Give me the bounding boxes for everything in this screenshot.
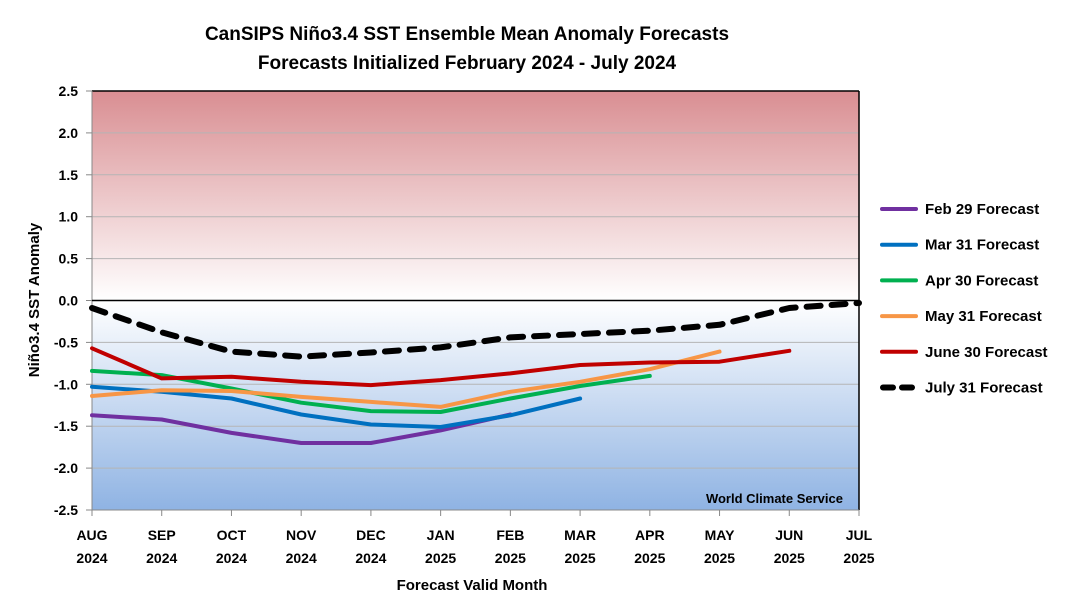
series-line-july-31-forecast	[89, 300, 862, 360]
x-tick-label-year: 2025	[425, 550, 456, 566]
x-axis-ticks: AUG 2024 SEP 2024 OCT 2024 NOV 2024 DEC 2024 JAN 20…	[76, 510, 875, 566]
legend-label: July 31 Forecast	[925, 380, 1043, 397]
x-tick-label-year: 2025	[704, 550, 735, 566]
x-tick-label-month: NOV	[286, 527, 317, 543]
x-tick-label-month: FEB	[496, 527, 524, 543]
y-tick-label: -0.5	[54, 334, 78, 350]
y-tick-label: 0.5	[59, 251, 79, 267]
x-tick-label-month: DEC	[356, 527, 386, 543]
legend-item: July 31 Forecast	[880, 380, 1043, 397]
x-tick-label-month: MAY	[705, 527, 735, 543]
series-line-mar-31-forecast	[90, 384, 583, 429]
y-tick-label: 2.5	[59, 83, 79, 99]
x-tick-label-year: 2024	[216, 550, 247, 566]
legend-label: June 30 Forecast	[925, 344, 1048, 361]
legend-item: June 30 Forecast	[880, 344, 1048, 361]
x-tick-label-year: 2025	[565, 550, 596, 566]
y-axis-ticks: 2.5 2.0 1.5 1.0 0.5 0.0 -0.5 -1.0 -1.5 -2.0 -2.5	[54, 83, 92, 518]
series-layer	[89, 300, 862, 445]
y-tick-label: -2.5	[54, 502, 78, 518]
y-tick-label: -2.0	[54, 460, 78, 476]
series-line-june-30-forecast	[90, 346, 792, 388]
series-line-may-31-forecast	[90, 349, 722, 409]
y-tick-label: -1.5	[54, 418, 78, 434]
y-tick-label: 0.0	[59, 293, 79, 309]
chart-title: CanSIPS Niño3.4 SST Ensemble Mean Anomal…	[205, 24, 729, 45]
y-tick-label: 1.0	[59, 209, 79, 225]
x-tick-label-month: JAN	[427, 527, 455, 543]
series-line-feb-29-forecast	[90, 412, 513, 445]
chart-subtitle: Forecasts Initialized February 2024 - Ju…	[258, 53, 677, 74]
x-tick-label-year: 2025	[634, 550, 665, 566]
y-axis-label: Niño3.4 SST Anomaly	[26, 222, 43, 377]
legend-item: May 31 Forecast	[880, 308, 1042, 325]
x-tick-label-year: 2024	[76, 550, 107, 566]
x-tick-label-month: SEP	[148, 527, 176, 543]
x-tick-label-year: 2025	[774, 550, 805, 566]
x-tick-label-month: JUL	[846, 527, 873, 543]
y-tick-label: -1.0	[54, 376, 78, 392]
x-tick-label-month: AUG	[76, 527, 107, 543]
y-tick-label: 2.0	[59, 125, 79, 141]
x-tick-label-month: JUN	[775, 527, 803, 543]
x-tick-label-year: 2024	[286, 550, 317, 566]
y-tick-label: 1.5	[59, 167, 79, 183]
legend-label: Feb 29 Forecast	[925, 201, 1039, 218]
x-tick-label-year: 2024	[355, 550, 386, 566]
x-axis-label: Forecast Valid Month	[397, 577, 548, 594]
x-tick-label-month: OCT	[217, 527, 247, 543]
x-tick-label-year: 2024	[146, 550, 177, 566]
x-tick-label-year: 2025	[495, 550, 526, 566]
legend-label: Mar 31 Forecast	[925, 237, 1039, 254]
watermark-world-climate-service: World Climate Service	[706, 491, 843, 506]
legend-item: Mar 31 Forecast	[880, 237, 1039, 254]
legend-label: May 31 Forecast	[925, 308, 1042, 325]
legend: Feb 29 Forecast Mar 31 Forecast Apr 30 For…	[880, 201, 1048, 397]
x-tick-label-year: 2025	[843, 550, 874, 566]
legend-item: Apr 30 Forecast	[880, 272, 1038, 289]
warm-anomaly-region	[92, 91, 859, 301]
x-tick-label-month: MAR	[564, 527, 596, 543]
legend-item: Feb 29 Forecast	[880, 201, 1039, 218]
legend-label: Apr 30 Forecast	[925, 272, 1038, 289]
x-tick-label-month: APR	[635, 527, 665, 543]
